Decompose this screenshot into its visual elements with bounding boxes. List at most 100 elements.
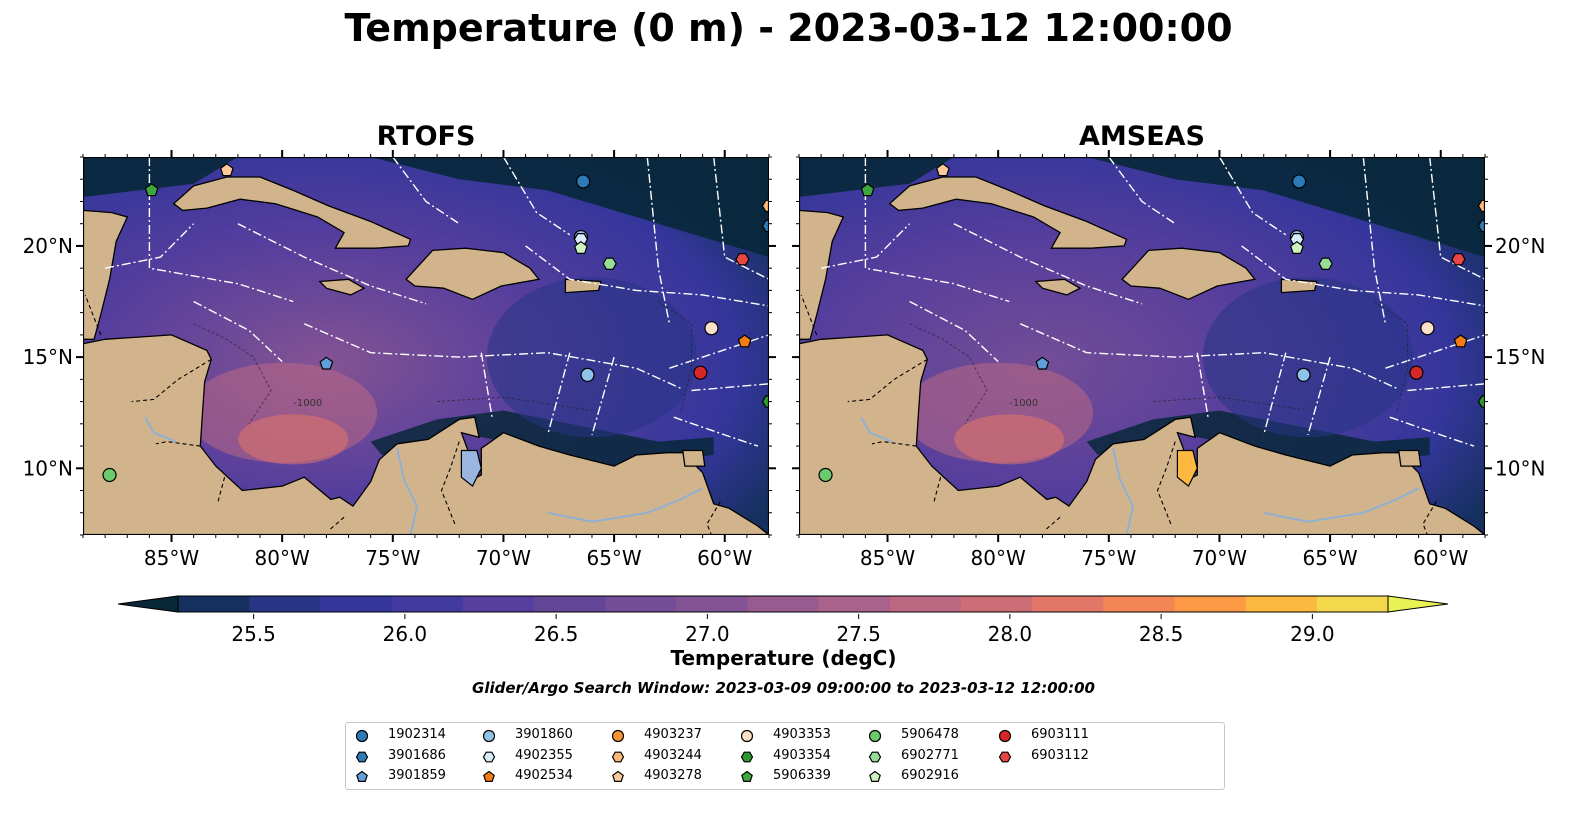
colorbar-tick-label: 28.0	[988, 622, 1033, 646]
hexagon-marker-icon	[611, 751, 625, 762]
land-puertorico	[1280, 278, 1318, 294]
map-axes: 85°W 80°W 75°W 70°W 65°W 60°W 20°N 15°N 10°N 85°W…	[23, 150, 1545, 570]
colorbar-segment	[676, 596, 748, 612]
map-panel-amseas[interactable]: -1000	[799, 157, 1485, 535]
colorbar-extend-low	[118, 595, 179, 613]
eez-boundary-13	[1108, 157, 1176, 225]
legend-label: 6903111	[1031, 727, 1089, 742]
circle-marker-icon	[482, 729, 496, 743]
legend-label: 4903278	[644, 768, 702, 783]
border-2	[933, 477, 942, 502]
colorbar-segment	[533, 596, 606, 612]
colorbar-extend-high	[1387, 595, 1449, 613]
colorbar-label: Temperature (degC)	[670, 646, 897, 670]
hexagon-marker-icon	[740, 751, 754, 762]
colorbar-ticks: 25.5 26.0 26.5 27.0 27.5 28.0 28.5 29.0	[231, 614, 1335, 646]
float-marker-6902916[interactable]	[1289, 240, 1304, 255]
map-rtofs[interactable]: -1000	[83, 157, 769, 535]
float-marker-1902314[interactable]	[1292, 174, 1307, 189]
river-0	[396, 448, 419, 535]
float-marker-4903278[interactable]	[219, 163, 234, 177]
float-marker-6902771[interactable]	[602, 257, 617, 271]
lat-tick-label: 20°N	[1495, 234, 1545, 258]
float-marker-4903353[interactable]	[1420, 321, 1435, 336]
float-marker-1902314[interactable]	[576, 174, 591, 189]
float-marker-3901860[interactable]	[580, 367, 595, 383]
float-marker-3901686[interactable]	[761, 219, 770, 233]
land-trinidad	[681, 449, 706, 467]
float-marker-3901859[interactable]	[319, 356, 334, 370]
legend-label: 3901686	[388, 747, 446, 763]
eez-boundary-3	[909, 300, 999, 363]
eez-boundary-5	[547, 352, 571, 436]
lat-tick-label: 20°N	[23, 234, 73, 258]
float-marker-4903353[interactable]	[704, 321, 719, 336]
eez-boundary-8	[646, 157, 671, 324]
legend-label: 6903112	[1031, 747, 1089, 763]
border-2	[217, 477, 226, 502]
hexagon-marker-icon	[482, 751, 496, 762]
float-marker-6903111[interactable]	[693, 365, 708, 380]
circle-marker-icon	[355, 729, 369, 743]
eez-boundary-1	[953, 223, 1143, 305]
float-marker-4902534[interactable]	[1453, 334, 1468, 348]
float-marker-4902534[interactable]	[737, 334, 752, 348]
map-frame	[799, 157, 1485, 535]
float-marker-5906478[interactable]	[102, 467, 117, 483]
panel-title-amseas: AMSEAS	[1079, 121, 1205, 152]
float-marker-4903244[interactable]	[1477, 199, 1486, 213]
float-legend: 1902314 3901686 3901859 3901860 4902355 49025…	[345, 722, 1225, 790]
legend-label: 5906339	[773, 768, 831, 783]
float-marker-6903111[interactable]	[1409, 365, 1424, 380]
colorbar-tick-label: 25.5	[231, 622, 276, 646]
circle-marker-icon	[998, 729, 1012, 743]
colorbar-tick-label: 29.0	[1290, 622, 1335, 646]
float-marker-3901860[interactable]	[1296, 367, 1311, 383]
land-yucatan	[83, 209, 129, 340]
land-trinidad	[1397, 449, 1422, 467]
colorbar-tick-label: 26.0	[383, 622, 428, 646]
float-marker-3901686[interactable]	[1477, 219, 1486, 233]
float-marker-4903244[interactable]	[761, 199, 770, 213]
lon-tick-label: 65°W	[1302, 546, 1357, 570]
colorbar-segment	[178, 596, 250, 612]
float-marker-6902916[interactable]	[573, 240, 588, 255]
river-0	[1112, 448, 1135, 535]
blue-pool	[486, 277, 697, 438]
panel-title-rtofs: RTOFS	[376, 121, 476, 152]
lon-tick-label: 75°W	[1081, 546, 1136, 570]
float-marker-5906478[interactable]	[818, 467, 833, 483]
colorbar-segment	[1032, 596, 1104, 612]
float-marker-4903354[interactable]	[1477, 395, 1486, 408]
float-marker-4903354[interactable]	[761, 395, 770, 408]
river-1	[1263, 487, 1420, 523]
float-marker-4903278[interactable]	[935, 163, 950, 177]
map-amseas[interactable]: -1000	[799, 157, 1485, 535]
eez-boundary-10	[1385, 334, 1485, 369]
colorbar-segment	[747, 596, 820, 612]
colorbar-segment	[320, 596, 393, 612]
legend-label: 4902355	[515, 747, 573, 763]
bathymetry-contour-1	[1374, 301, 1408, 413]
border-3	[328, 516, 345, 532]
float-marker-6902771[interactable]	[1318, 257, 1333, 271]
colorbar-segment	[889, 596, 962, 612]
float-marker-3901859[interactable]	[1035, 356, 1050, 370]
map-panel-rtofs[interactable]: -1000	[83, 157, 769, 535]
eez-boundary-5	[1263, 352, 1287, 436]
lon-tick-label: 70°W	[1192, 546, 1247, 570]
pentagon-marker-icon	[869, 770, 881, 782]
float-marker-5906339[interactable]	[144, 183, 159, 197]
cool-water-gulf	[799, 157, 954, 197]
eez-boundary-11	[691, 383, 769, 392]
lon-tick-label: 60°W	[697, 546, 752, 570]
warm-core	[954, 414, 1065, 465]
float-marker-5906339[interactable]	[860, 183, 875, 197]
legend-label: 4903237	[644, 727, 702, 742]
float-marker-6903112[interactable]	[735, 253, 750, 266]
float-marker-6903112[interactable]	[1451, 253, 1466, 266]
colorbar-tick-label: 28.5	[1139, 622, 1184, 646]
lake-maracaibo	[460, 449, 482, 488]
land-cuba	[888, 176, 1128, 249]
lake-maracaibo	[1176, 449, 1198, 488]
